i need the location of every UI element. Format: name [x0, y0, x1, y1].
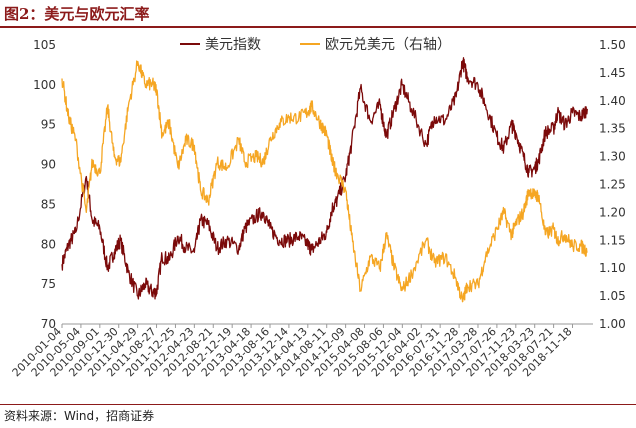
y-left-tick-label: 85	[41, 197, 56, 211]
y-left-tick-label: 90	[41, 158, 56, 172]
y-right-tick-label: 1.45	[599, 66, 626, 80]
bottom-rule	[0, 404, 636, 405]
y-right-tick-label: 1.15	[599, 233, 626, 247]
chart-legend: 美元指数 欧元兑美元（右轴）	[180, 37, 451, 53]
y-right-tick-label: 1.40	[599, 94, 626, 108]
series-line-usd-index	[61, 57, 588, 300]
figure-title: 图2：美元与欧元汇率	[4, 5, 150, 23]
y-right-tick-label: 1.10	[599, 261, 626, 275]
y-right-tick-label: 1.20	[599, 205, 626, 219]
y-right-tick-label: 1.30	[599, 150, 626, 164]
series-line-eurusd	[61, 60, 588, 303]
source-note: 资料来源：Wind，招商证券	[4, 409, 155, 423]
y-left-tick-label: 70	[41, 317, 56, 331]
y-left-tick-label: 100	[33, 78, 56, 92]
y-left-tick-label: 105	[33, 38, 56, 52]
y-right-tick-label: 1.50	[599, 38, 626, 52]
y-left-tick-label: 80	[41, 237, 56, 251]
title-rule	[0, 26, 636, 28]
y-right-tick-label: 1.00	[599, 317, 626, 331]
legend-label-usd-index: 美元指数	[205, 37, 261, 53]
legend-label-eurusd: 欧元兑美元（右轴）	[325, 37, 451, 53]
y-right-tick-label: 1.25	[599, 178, 626, 192]
plot-area	[61, 57, 588, 303]
y-right-tick-label: 1.05	[599, 289, 626, 303]
y-left-tick-label: 95	[41, 118, 56, 132]
y-left-tick-label: 75	[41, 277, 56, 291]
y-right-tick-label: 1.35	[599, 122, 626, 136]
line-chart: 美元指数 欧元兑美元（右轴） 70 75 80 85 90 95 100 105 1.00 1.0…	[10, 37, 626, 379]
chart-axes: 70 75 80 85 90 95 100 105 1.00 1.05 1.10 1.15 1.20 1.…	[10, 38, 626, 379]
